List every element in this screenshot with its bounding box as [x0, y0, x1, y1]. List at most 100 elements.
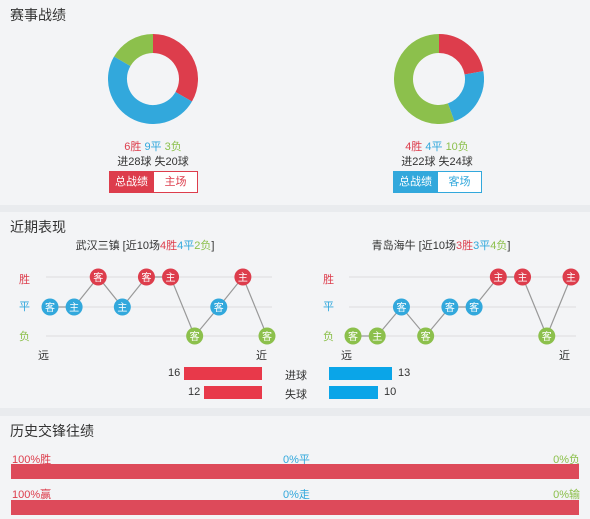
home-goals: 进28球 失20球: [117, 156, 189, 168]
form-line: [353, 276, 572, 338]
form-point-venue: 主: [566, 272, 576, 284]
away-draws: 4平: [425, 141, 443, 153]
home-total-tab[interactable]: 总战绩: [109, 171, 154, 193]
goals-against-label: 失球: [285, 389, 307, 401]
form-point[interactable]: [441, 298, 459, 316]
donut-slice-draw: [108, 56, 192, 124]
away-goals-for-value: 13: [398, 367, 411, 379]
donut-slice-loss: [394, 34, 455, 124]
h2h-handicap-push-pct: 0%走: [283, 489, 310, 501]
head-to-head-title: 历史交锋往绩: [10, 423, 94, 439]
donut-slice-win: [152, 34, 198, 102]
record-title: 赛事战绩: [10, 7, 66, 23]
form-point-venue: 客: [190, 330, 200, 343]
form-point[interactable]: [210, 298, 228, 316]
form-point[interactable]: [514, 268, 532, 286]
form-point-venue: 客: [93, 271, 103, 284]
away-form-header: 青岛海牛 [近10场3胜3平4负]: [292, 237, 590, 253]
form-point[interactable]: [234, 268, 252, 286]
form-point-venue: 客: [469, 301, 479, 314]
away-goals-against-value: 10: [384, 386, 397, 398]
away-venue-tab[interactable]: 客场: [437, 171, 482, 193]
home-goals-against-bar: [203, 386, 262, 399]
away-far-label: 远: [341, 350, 352, 362]
form-point-venue: 客: [396, 301, 406, 314]
away-near-label: 近: [559, 350, 570, 362]
head-to-head-panel: 历史交锋往绩 100%胜 0%平 0%负 100%赢 0%走 0%输: [0, 416, 590, 519]
home-goals-for-bar: [184, 367, 262, 380]
form-point-venue: 主: [117, 302, 127, 314]
record-panel: 赛事战绩 6胜 9平 3负 进28球 失20球 总战绩 主场 4胜 4平 10负…: [0, 0, 590, 205]
home-losses: 3负: [164, 141, 182, 153]
away-form-wins: 3胜: [455, 240, 474, 252]
form-point[interactable]: [186, 327, 204, 345]
home-loss-row-label: 负: [19, 331, 30, 343]
away-team-name: 青岛海牛: [371, 240, 416, 252]
form-point[interactable]: [417, 327, 435, 345]
home-form-chart: 客主客主客 主客客主客: [41, 268, 276, 345]
home-form-losses: 2负: [194, 240, 212, 252]
h2h-handicap-bar: [11, 500, 579, 515]
home-near-label: 近: [256, 350, 267, 362]
home-form-prefix: [近10场: [119, 240, 160, 252]
form-point[interactable]: [162, 268, 180, 286]
form-point[interactable]: [392, 298, 410, 316]
form-point-venue: 客: [262, 330, 272, 343]
form-point-venue: 主: [372, 331, 382, 343]
form-point[interactable]: [368, 327, 386, 345]
away-record-donut: [394, 34, 484, 124]
form-point-venue: 客: [445, 301, 455, 314]
away-draw-row-label: 平: [323, 301, 334, 313]
form-point[interactable]: [538, 327, 556, 345]
away-record-summary: 4胜 4平 10负: [284, 138, 590, 154]
home-team-name: 武汉三镇: [75, 240, 120, 252]
away-form-suffix: ]: [507, 240, 511, 252]
away-wins: 4胜: [405, 141, 423, 153]
home-venue-tab[interactable]: 主场: [153, 171, 198, 193]
away-losses: 10负: [445, 141, 469, 153]
form-point-venue: 主: [238, 272, 248, 284]
form-point[interactable]: [562, 268, 580, 286]
donut-slice-loss: [114, 34, 154, 67]
form-point[interactable]: [465, 298, 483, 316]
goals-for-label: 进球: [285, 370, 307, 382]
form-point-venue: 客: [214, 301, 224, 314]
away-form-prefix: [近10场: [415, 240, 456, 252]
recent-form-title: 近期表现: [10, 219, 66, 235]
home-form-draws: 4平: [177, 240, 195, 252]
home-record-summary: 6胜 9平 3负: [0, 138, 306, 154]
form-point-venue: 主: [166, 272, 176, 284]
home-draw-row-label: 平: [19, 301, 30, 313]
home-goals-for-value: 16: [168, 367, 181, 379]
form-point[interactable]: [89, 268, 107, 286]
form-point[interactable]: [258, 327, 276, 345]
form-point-venue: 主: [493, 272, 503, 284]
form-point[interactable]: [344, 327, 362, 345]
form-point-venue: 主: [518, 272, 528, 284]
home-form-wins: 4胜: [159, 240, 178, 252]
form-point[interactable]: [489, 268, 507, 286]
home-win-row-label: 胜: [19, 274, 30, 286]
form-point[interactable]: [137, 268, 155, 286]
away-total-tab[interactable]: 总战绩: [393, 171, 438, 193]
form-point[interactable]: [65, 298, 83, 316]
home-form-suffix: ]: [211, 240, 215, 252]
form-point-venue: 客: [45, 301, 55, 314]
home-record-donut: [108, 34, 198, 124]
home-draws: 9平: [144, 141, 162, 153]
h2h-result-bar: [11, 464, 579, 479]
away-form-losses: 4负: [490, 240, 508, 252]
form-point-venue: 主: [69, 302, 79, 314]
h2h-draw-pct: 0%平: [283, 454, 310, 466]
form-point-venue: 客: [542, 330, 552, 343]
form-point-venue: 客: [141, 271, 151, 284]
home-far-label: 远: [38, 350, 49, 362]
form-point[interactable]: [41, 298, 59, 316]
form-line: [50, 275, 268, 338]
form-point[interactable]: [113, 298, 131, 316]
away-form-draws: 3平: [473, 240, 491, 252]
away-form-chart: 客主客客客 客主 主客主: [344, 268, 580, 345]
home-form-header: 武汉三镇 [近10场4胜4平2负]: [0, 237, 290, 253]
away-win-row-label: 胜: [323, 274, 334, 286]
away-goals-against-bar: [329, 386, 378, 399]
